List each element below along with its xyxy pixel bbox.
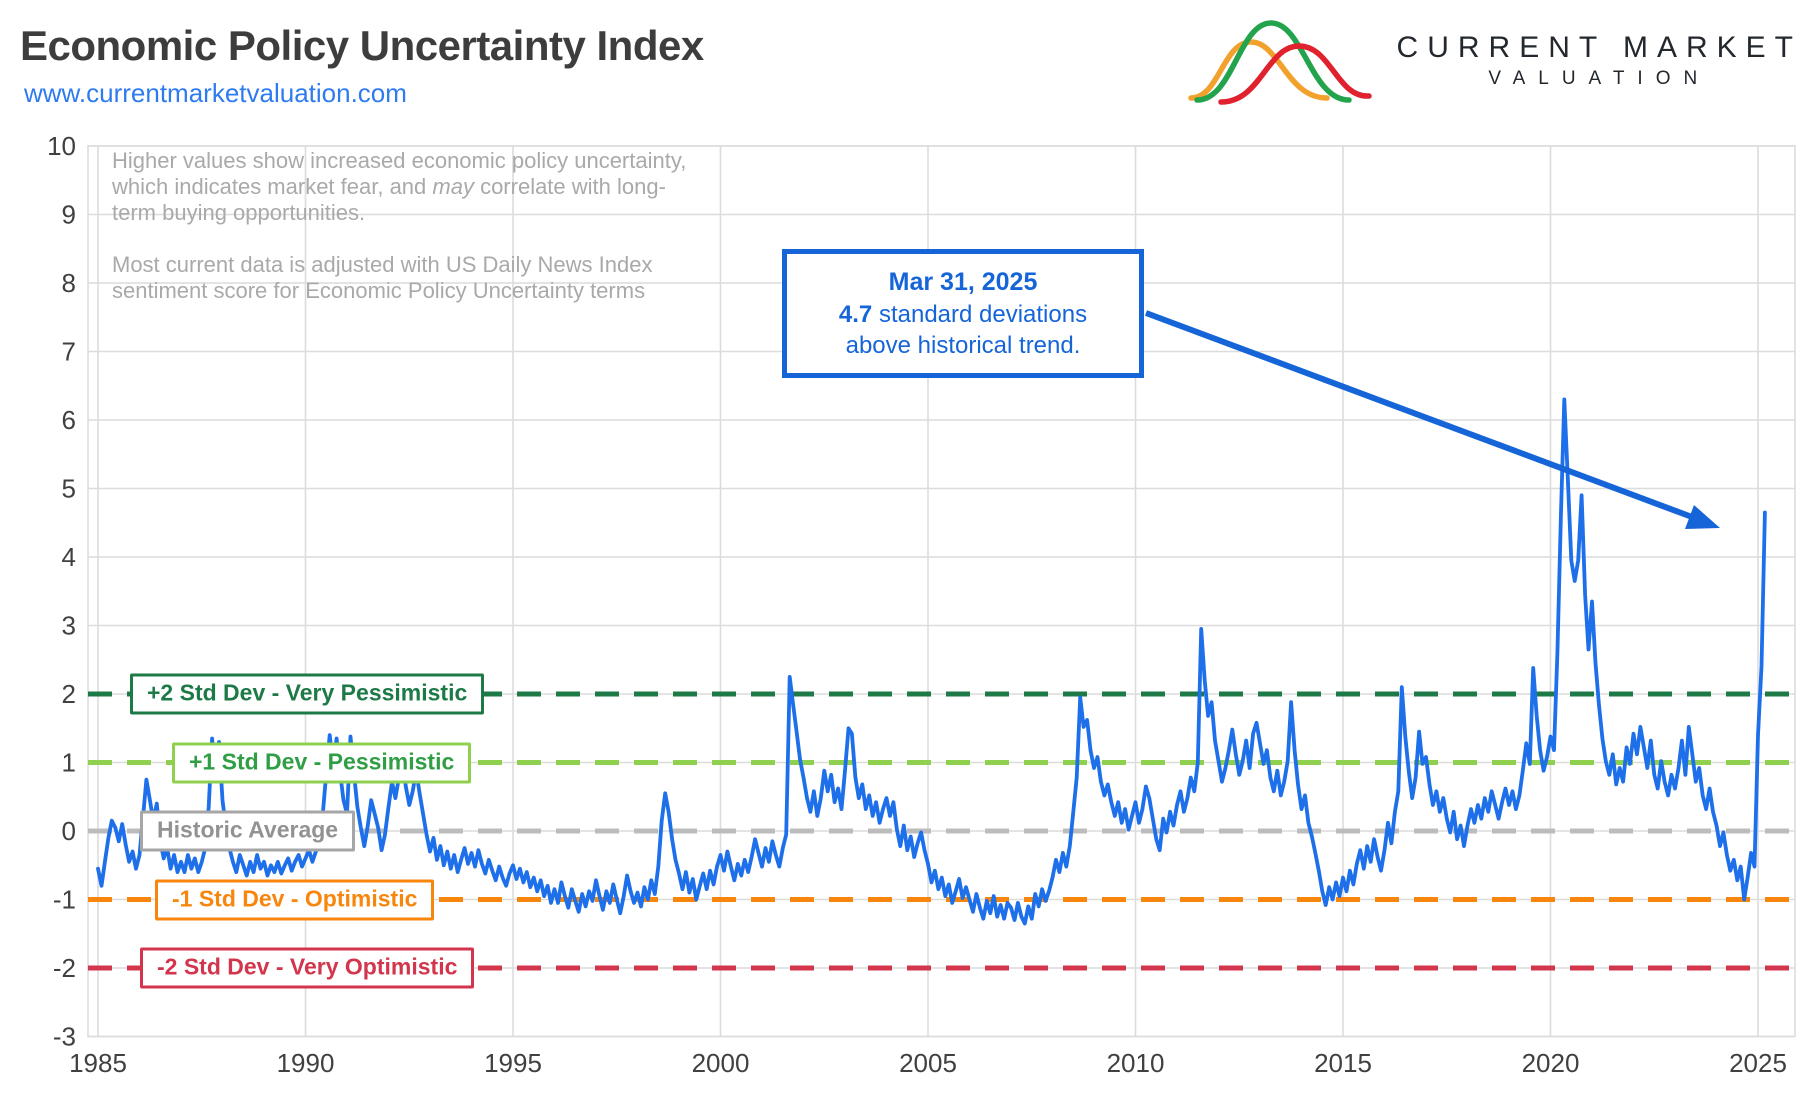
reference-label-box: -1 Std Dev - Optimistic (155, 879, 435, 920)
reference-label-box: +2 Std Dev - Very Pessimistic (130, 673, 485, 715)
bell-curves-icon (1187, 20, 1372, 105)
y-tick-label: 9 (62, 200, 76, 230)
latest-value-callout: Mar 31, 2025 4.7 standard deviations abo… (782, 249, 1144, 378)
chart-annotation: Higher values show increased economic po… (112, 148, 702, 330)
y-tick-label: 8 (62, 268, 76, 298)
y-tick-label: 10 (47, 131, 76, 161)
plot-border (87, 145, 1796, 1038)
y-tick-label: -1 (53, 885, 76, 915)
callout-trend-line: above historical trend. (845, 331, 1081, 359)
y-tick-label: 1 (62, 748, 76, 778)
brand-line-2: VALUATION (1488, 67, 1711, 89)
y-tick-label: 2 (62, 679, 76, 709)
epu-data-line (96, 397, 1767, 926)
reference-label-box: Historic Average (140, 810, 356, 852)
callout-value-line: 4.7 standard deviations (838, 300, 1088, 328)
reference-label-box: +1 Std Dev - Pessimistic (172, 742, 472, 783)
x-tick-label: 2005 (899, 1048, 957, 1078)
site-url-link[interactable]: www.currentmarketvaluation.com (24, 78, 407, 108)
brand-line-1: CURRENT MARKET (1396, 30, 1802, 64)
callout-arrow-shaft (1144, 310, 1694, 520)
y-tick-label: 0 (62, 816, 76, 846)
x-tick-label: 1985 (69, 1048, 127, 1078)
x-tick-label: 2000 (692, 1048, 750, 1078)
y-tick-label: 3 (62, 611, 76, 641)
page-title: Economic Policy Uncertainty Index (20, 22, 704, 69)
y-tick-label: -2 (53, 953, 76, 983)
x-tick-label: 1995 (484, 1048, 542, 1078)
y-tick-label: 7 (62, 337, 76, 367)
y-tick-label: 5 (62, 474, 76, 504)
x-tick-label: 2025 (1729, 1048, 1787, 1078)
callout-arrowhead-icon (1685, 505, 1720, 529)
annotation-paragraph-2: Most current data is adjusted with US Da… (112, 251, 653, 303)
y-tick-label: 6 (62, 405, 76, 435)
x-tick-label: 2010 (1107, 1048, 1165, 1078)
y-tick-label: 4 (62, 542, 76, 572)
x-tick-label: 1990 (277, 1048, 335, 1078)
x-tick-label: 2015 (1314, 1048, 1372, 1078)
annotation-paragraph-1: Higher values show increased economic po… (112, 148, 687, 225)
callout-date: Mar 31, 2025 (888, 268, 1038, 297)
callout-std-dev-value: 4.7 (838, 300, 873, 328)
reference-label-box: -2 Std Dev - Very Optimistic (140, 947, 475, 989)
y-tick-label: -3 (53, 1022, 76, 1052)
brand-logo: CURRENT MARKET VALUATION (1187, 14, 1802, 106)
x-tick-label: 2020 (1522, 1048, 1580, 1078)
brand-wordmark: CURRENT MARKET VALUATION (1397, 31, 1802, 90)
